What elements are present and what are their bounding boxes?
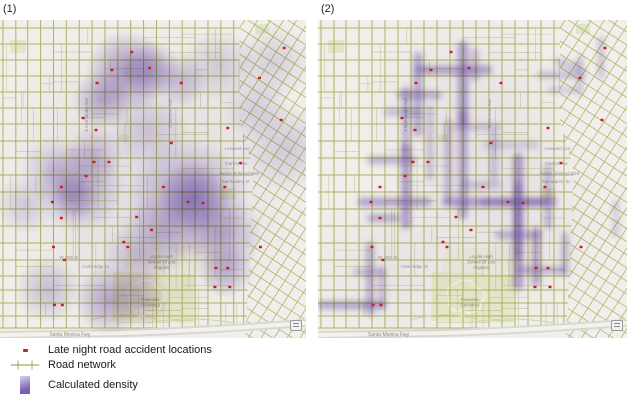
- accident-point: [403, 174, 407, 178]
- accident-point: [279, 118, 283, 122]
- accident-point: [445, 245, 449, 249]
- legend-item-road-network: Road network: [8, 359, 212, 371]
- accident-point: [179, 81, 183, 85]
- accident-point: [62, 258, 66, 262]
- accident-point: [257, 76, 261, 80]
- accident-point: [548, 285, 552, 289]
- accident-point: [95, 81, 99, 85]
- accident-point: [214, 266, 218, 270]
- legend-item-accidents: Late night road accident locations: [8, 344, 212, 356]
- accident-point: [481, 185, 485, 189]
- accident-point: [469, 228, 473, 232]
- accident-point: [429, 68, 433, 72]
- accident-point: [52, 303, 56, 307]
- legend-item-density: Calculated density: [8, 376, 212, 394]
- accident-point: [489, 141, 493, 145]
- accident-point: [226, 126, 230, 130]
- accident-point: [600, 118, 604, 122]
- accident-point: [546, 266, 550, 270]
- accident-point: [223, 185, 227, 189]
- panel-2-label: (2): [321, 3, 335, 15]
- map-panel-2: (2) Loyola High School Of Los Angeles Rosed…: [318, 0, 627, 338]
- accident-point: [467, 66, 471, 70]
- accident-point: [559, 161, 563, 165]
- accident-point: [92, 160, 96, 164]
- accident-point: [213, 285, 217, 289]
- accident-point: [449, 50, 453, 54]
- accident-point: [130, 50, 134, 54]
- accident-point: [506, 200, 510, 204]
- accident-point: [369, 200, 373, 204]
- accident-point: [150, 228, 153, 232]
- density-blob: [0, 175, 55, 235]
- accident-point: [546, 126, 550, 130]
- density-segment: [553, 57, 583, 73]
- accident-point: [371, 303, 375, 307]
- accident-point: [60, 303, 64, 307]
- accident-point: [148, 66, 152, 70]
- accident-point: [201, 201, 205, 205]
- density-blob: [110, 268, 171, 328]
- legend: Late night road accident locations Road …: [8, 344, 212, 394]
- accident-point: [122, 240, 126, 244]
- accident-point: [161, 185, 165, 189]
- accident-point: [186, 200, 190, 204]
- density-blob: [198, 242, 254, 298]
- accident-point: [413, 128, 417, 132]
- panel-1-label: (1): [3, 3, 17, 15]
- accident-point: [228, 285, 232, 289]
- accident-point: [51, 200, 54, 204]
- accident-point: [414, 81, 418, 85]
- accident-point: [110, 68, 114, 72]
- accident-point: [378, 216, 382, 220]
- density-swatch-icon: [20, 376, 30, 394]
- accident-point: [411, 160, 415, 164]
- density-blob: [221, 76, 290, 144]
- accident-point: [94, 128, 98, 132]
- accident-point: [426, 160, 430, 164]
- accident-point: [379, 303, 383, 307]
- accident-point: [84, 174, 88, 178]
- accident-point: [441, 240, 445, 244]
- accident-point: [239, 161, 243, 165]
- density-blob: [64, 125, 124, 185]
- accident-point: [169, 141, 173, 145]
- accident-point: [81, 116, 85, 120]
- legend-label-accidents: Late night road accident locations: [48, 344, 212, 356]
- accident-point: [107, 160, 111, 164]
- legend-label-density: Calculated density: [48, 379, 138, 391]
- road-network-icon: [11, 360, 39, 370]
- accident-point: [258, 245, 262, 249]
- map-attribution-icon: [611, 320, 623, 331]
- legend-label-road-network: Road network: [48, 359, 116, 371]
- accident-point: [603, 46, 607, 50]
- accident-point: [521, 201, 525, 205]
- map-panel-1: (1) Loyola High School Of Los Angeles Rosed…: [0, 0, 306, 338]
- accident-point: [370, 245, 374, 249]
- accident-point: [226, 266, 230, 270]
- accident-point: [378, 185, 382, 189]
- density-blob: [13, 256, 82, 324]
- map-attribution-icon: [290, 320, 302, 331]
- accident-point: [534, 266, 538, 270]
- freeway-label: Santa Monica Fwy: [50, 332, 91, 338]
- accident-point: [543, 185, 547, 189]
- accident-point: [381, 258, 385, 262]
- accident-point: [282, 46, 286, 50]
- accident-point: [578, 76, 582, 80]
- accident-point: [59, 216, 63, 220]
- accident-point: [454, 215, 458, 219]
- accident-point: [126, 245, 130, 249]
- accident-point: [579, 245, 583, 249]
- accident-point: [59, 185, 63, 189]
- accident-point-icon: [22, 348, 28, 352]
- accident-point: [51, 245, 55, 249]
- accident-point: [400, 116, 404, 120]
- accident-point: [533, 285, 537, 289]
- accident-point: [499, 81, 503, 85]
- accident-point: [135, 215, 139, 219]
